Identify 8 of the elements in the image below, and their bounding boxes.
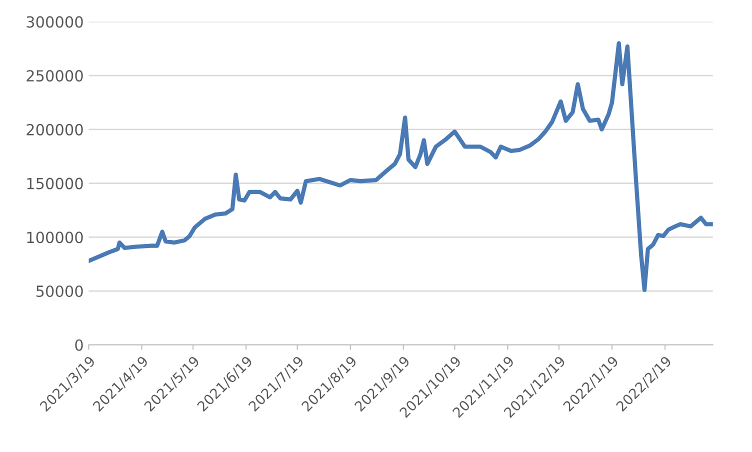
y-tick-label: 0 [75,339,83,351]
y-tick-label: 150000 [27,178,83,190]
y-tick-label: 100000 [27,232,83,244]
y-tick-label: 250000 [26,70,83,82]
line-series [88,41,713,292]
y-tick-label: 200000 [26,124,83,136]
y-tick-label: 300000 [26,16,83,28]
y-tick-label: 50000 [36,285,83,298]
